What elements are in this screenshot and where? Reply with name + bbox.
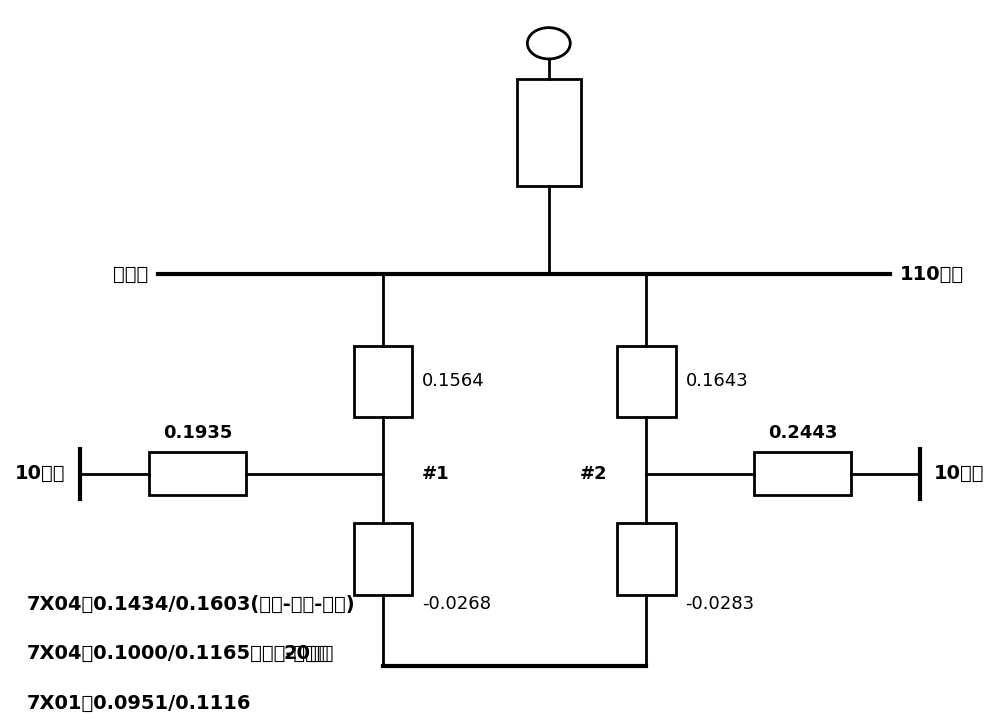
- Text: #1: #1: [422, 465, 450, 482]
- Bar: [354, 346, 412, 417]
- Bar: [517, 79, 581, 186]
- Text: 董沟变: 董沟变: [113, 265, 149, 284]
- Text: #2: #2: [580, 465, 607, 482]
- Text: 10千伏: 10千伏: [934, 464, 985, 483]
- Text: 7X04：0.1000/0.1165（杨庄-董沟）: 7X04：0.1000/0.1165（杨庄-董沟）: [27, 644, 329, 664]
- Bar: [617, 523, 676, 595]
- Text: 0.1643: 0.1643: [685, 372, 748, 390]
- Text: 0.1564: 0.1564: [422, 372, 485, 390]
- Bar: [617, 346, 676, 417]
- Text: 110千伏: 110千伏: [900, 265, 964, 284]
- Bar: [354, 523, 412, 595]
- Text: 7X04：0.1434/0.1603(戚庄-泗洪-董沟): 7X04：0.1434/0.1603(戚庄-泗洪-董沟): [27, 595, 355, 614]
- Bar: [754, 452, 851, 495]
- Text: 0.2443: 0.2443: [768, 424, 837, 442]
- Text: 20千伏: 20千伏: [284, 644, 334, 664]
- Text: 0.1935: 0.1935: [163, 424, 232, 442]
- Text: -0.0268: -0.0268: [422, 595, 491, 612]
- Bar: [149, 452, 246, 495]
- Text: 7X01：0.0951/0.1116: 7X01：0.0951/0.1116: [27, 694, 251, 713]
- Text: 10千伏: 10千伏: [15, 464, 66, 483]
- Text: -0.0283: -0.0283: [685, 595, 755, 612]
